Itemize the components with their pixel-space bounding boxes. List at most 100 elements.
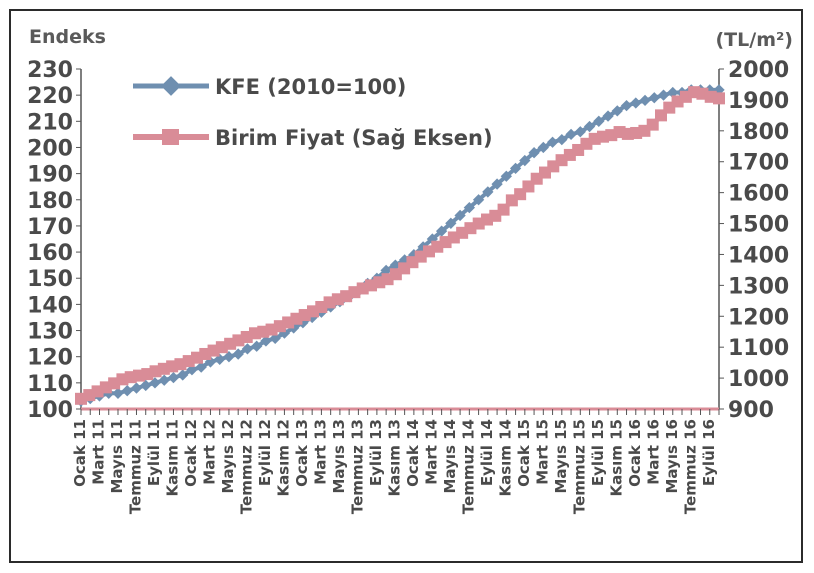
x-tick-label: Mayıs 13 xyxy=(330,419,348,494)
data-point xyxy=(414,250,427,263)
data-point xyxy=(500,170,512,182)
data-point xyxy=(130,382,143,394)
x-tick-label: Kasım 13 xyxy=(385,419,403,497)
x-tick-label: Ocak 13 xyxy=(293,419,311,487)
data-point xyxy=(528,147,540,159)
data-point xyxy=(574,126,586,138)
data-point xyxy=(509,162,522,175)
left-tick-label: 110 xyxy=(27,372,73,397)
data-point xyxy=(713,92,725,105)
data-point xyxy=(241,343,254,355)
left-tick-label: 140 xyxy=(27,293,73,318)
legend-marker-kfe xyxy=(161,76,181,96)
left-tick-label: 160 xyxy=(27,241,73,266)
chart-frame: Endeks (TL/m²) 230 220 210 200 190 180 170 160 1… xyxy=(9,9,803,563)
legend-label-birim-fiyat: Birim Fiyat (Sağ Eksen) xyxy=(215,126,493,150)
right-tick-label: 1500 xyxy=(728,213,789,238)
x-tick-label: Mart 14 xyxy=(422,419,440,485)
right-tick-label: 2000 xyxy=(728,58,789,83)
data-point xyxy=(232,348,244,360)
x-tick-label: Mayıs 16 xyxy=(663,419,681,494)
left-tick-label: 210 xyxy=(27,110,73,135)
data-point xyxy=(260,335,272,347)
data-point xyxy=(454,209,466,222)
right-tick-label: 1700 xyxy=(728,151,789,176)
data-point xyxy=(167,371,180,384)
x-tick-label: Ocak 16 xyxy=(626,419,644,487)
data-point xyxy=(445,217,457,229)
data-point xyxy=(630,97,642,109)
data-point xyxy=(639,94,651,107)
left-tick-label: 230 xyxy=(27,58,73,83)
data-point xyxy=(497,203,510,216)
legend: KFE (2010=100) Birim Fiyat (Sağ Eksen) xyxy=(133,75,493,150)
left-tick-label: 120 xyxy=(27,346,73,371)
x-tick-label: Temmuz 13 xyxy=(348,419,366,514)
x-tick-label: Kasım 14 xyxy=(496,419,514,497)
left-tick-label: 200 xyxy=(27,136,73,161)
left-tick-label: 100 xyxy=(27,398,73,423)
x-tick-label: Eylül 14 xyxy=(478,419,496,486)
x-tick-label: Mart 12 xyxy=(200,419,218,485)
data-point xyxy=(435,225,448,237)
right-tick-label: 1400 xyxy=(728,243,789,268)
x-tick-label: Mart 16 xyxy=(644,419,662,485)
right-tick-label: 900 xyxy=(728,398,774,423)
legend-marker-birim-fiyat xyxy=(162,129,179,145)
x-tick-label: Temmuz 11 xyxy=(126,419,144,514)
data-point xyxy=(112,387,124,399)
x-tick-label: Ocak 15 xyxy=(515,419,533,487)
left-tick-label: 130 xyxy=(27,320,73,345)
left-tick-label: 190 xyxy=(27,163,73,188)
x-tick-label: Mayıs 12 xyxy=(219,419,237,494)
data-point xyxy=(537,141,549,154)
right-tick-labels: 2000 1900 1800 1700 1600 1500 1400 1300 1200 1100… xyxy=(719,58,789,423)
right-tick-label: 1000 xyxy=(728,367,789,392)
data-point xyxy=(140,379,152,392)
data-point xyxy=(638,124,651,137)
x-tick-label: Kasım 11 xyxy=(163,419,181,497)
right-tick-label: 1300 xyxy=(728,274,789,299)
x-tick-label: Ocak 14 xyxy=(404,419,422,487)
data-point xyxy=(648,92,660,104)
x-tick-label: Mayıs 14 xyxy=(441,419,459,494)
right-tick-label: 1100 xyxy=(728,336,789,361)
data-point xyxy=(646,118,659,131)
left-tick-label: 180 xyxy=(27,189,73,214)
data-point xyxy=(482,186,494,198)
legend-item-kfe: KFE (2010=100) xyxy=(133,75,406,99)
data-point xyxy=(630,126,643,139)
x-tick-label: Mart 11 xyxy=(89,419,107,485)
x-tick-label: Mayıs 11 xyxy=(108,419,126,494)
x-tick-label: Ocak 11 xyxy=(71,419,89,487)
data-point xyxy=(195,361,207,373)
right-tick-label: 1200 xyxy=(728,305,789,330)
x-tick-label: Mayıs 15 xyxy=(552,419,570,494)
right-axis-title: (TL/m²) xyxy=(716,29,794,51)
data-point xyxy=(657,89,670,101)
left-tick-labels: 2302202102001901801701601501401301201101… xyxy=(27,58,81,423)
x-tick-label: Kasım 12 xyxy=(274,419,292,497)
x-tick-label: Mart 15 xyxy=(533,419,551,485)
data-point xyxy=(121,385,133,397)
x-tick-labels: Ocak 11 Mart 11 Mayıs 11 Temmuz 11 Eylül 11 K… xyxy=(71,409,720,514)
data-point xyxy=(613,126,626,139)
x-tick-label: Kasım 15 xyxy=(607,419,625,497)
legend-label-kfe: KFE (2010=100) xyxy=(215,75,406,99)
left-tick-label: 220 xyxy=(27,84,73,109)
data-point xyxy=(463,201,476,214)
data-point xyxy=(472,194,485,206)
left-tick-label: 150 xyxy=(27,267,73,292)
data-point xyxy=(177,369,189,381)
plot-area xyxy=(80,69,720,411)
series-birim-fiyat xyxy=(75,86,725,405)
x-tick-label: Eylül 16 xyxy=(700,419,718,486)
data-point xyxy=(158,374,170,386)
left-tick-label: 170 xyxy=(27,215,73,240)
x-tick-label: Eylül 11 xyxy=(145,419,163,486)
data-point xyxy=(251,340,263,352)
right-tick-label: 1900 xyxy=(728,89,789,114)
x-tick-label: Temmuz 14 xyxy=(459,419,477,514)
data-point xyxy=(546,136,559,148)
data-point xyxy=(223,351,235,363)
